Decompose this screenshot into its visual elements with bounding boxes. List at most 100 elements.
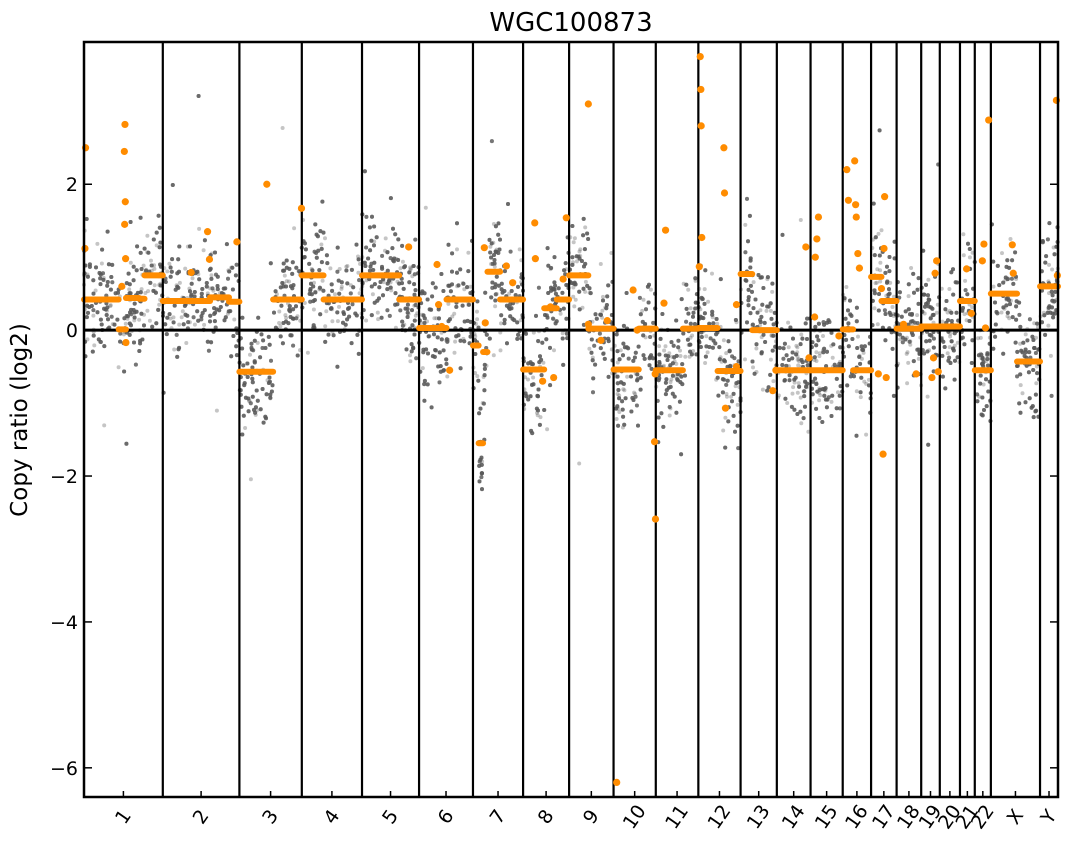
bin-point bbox=[1032, 346, 1037, 350]
bin-point bbox=[221, 286, 226, 291]
bin-point bbox=[929, 315, 934, 320]
bin-point bbox=[291, 283, 296, 288]
bin-point bbox=[558, 311, 563, 316]
bin-point bbox=[754, 342, 759, 347]
bin-point bbox=[1053, 308, 1058, 313]
bin-point bbox=[962, 312, 967, 317]
bin-point bbox=[791, 385, 796, 390]
bin-point bbox=[277, 309, 282, 314]
bin-point bbox=[915, 313, 920, 318]
bin-point bbox=[571, 294, 576, 299]
bin-point bbox=[475, 299, 480, 304]
bin-point bbox=[158, 283, 163, 288]
bin-point bbox=[834, 376, 839, 381]
bin-point bbox=[1051, 245, 1056, 250]
bin-point bbox=[668, 384, 673, 389]
bin-point bbox=[245, 361, 250, 366]
bin-point bbox=[952, 343, 957, 348]
bin-point bbox=[747, 213, 752, 218]
bin-point bbox=[279, 303, 284, 308]
bin-point bbox=[955, 280, 960, 285]
bin-point bbox=[177, 280, 182, 285]
bin-point bbox=[219, 291, 224, 296]
bin-point bbox=[335, 364, 340, 369]
bin-point bbox=[316, 248, 321, 253]
bin-point bbox=[795, 412, 800, 416]
bin-point bbox=[784, 353, 789, 358]
bin-point bbox=[641, 353, 646, 358]
bin-point bbox=[1045, 310, 1050, 315]
bin-point bbox=[1030, 404, 1035, 409]
bin-point bbox=[524, 394, 529, 399]
bin-point bbox=[380, 266, 385, 271]
bin-point bbox=[632, 390, 637, 395]
bin-point bbox=[288, 333, 293, 338]
bin-point bbox=[437, 316, 441, 321]
bin-point bbox=[849, 313, 854, 318]
bin-point bbox=[505, 341, 509, 346]
bin-point bbox=[823, 397, 828, 402]
bin-point bbox=[156, 307, 161, 312]
bin-point bbox=[280, 341, 285, 346]
bin-point bbox=[616, 388, 621, 392]
bin-point bbox=[976, 336, 980, 341]
bin-point bbox=[506, 305, 511, 310]
bin-point bbox=[208, 266, 213, 271]
bin-point bbox=[246, 409, 251, 414]
bin-point bbox=[961, 232, 966, 237]
bin-point bbox=[1047, 304, 1052, 309]
bin-point bbox=[455, 270, 459, 275]
bin-point bbox=[1013, 250, 1018, 255]
bin-point bbox=[707, 345, 712, 349]
bin-point bbox=[884, 293, 889, 298]
bin-point bbox=[91, 333, 96, 338]
bin-point bbox=[341, 320, 345, 325]
bin-point bbox=[450, 251, 455, 256]
bin-point bbox=[291, 316, 296, 321]
bin-point bbox=[408, 353, 412, 358]
bin-point bbox=[269, 389, 274, 394]
bin-point bbox=[786, 320, 791, 325]
bin-point bbox=[94, 265, 98, 270]
bin-point bbox=[625, 374, 630, 379]
bin-point bbox=[796, 381, 801, 386]
bin-point bbox=[641, 297, 646, 302]
bin-point bbox=[750, 289, 754, 294]
bin-point bbox=[326, 332, 331, 337]
bin-point bbox=[405, 302, 410, 307]
bin-point bbox=[1006, 276, 1011, 281]
bin-point bbox=[993, 300, 997, 305]
bin-point bbox=[319, 242, 324, 247]
bin-point bbox=[769, 316, 774, 321]
bin-point bbox=[369, 313, 374, 318]
bin-point bbox=[282, 273, 287, 278]
bin-point bbox=[171, 315, 176, 320]
bin-point bbox=[758, 308, 763, 313]
bin-point bbox=[465, 318, 470, 323]
bin-point bbox=[100, 247, 105, 252]
bin-point bbox=[892, 294, 896, 299]
bin-point bbox=[633, 392, 638, 396]
bin-point bbox=[830, 355, 835, 360]
bin-point bbox=[339, 284, 344, 289]
bin-point bbox=[319, 246, 324, 251]
bin-point bbox=[253, 410, 258, 415]
bin-point bbox=[169, 269, 174, 274]
bin-point bbox=[313, 289, 318, 294]
bin-point bbox=[769, 333, 774, 338]
bin-point bbox=[668, 363, 673, 368]
bin-point bbox=[615, 349, 620, 354]
bin-point bbox=[1000, 251, 1004, 256]
bin-point bbox=[768, 301, 773, 306]
bin-point bbox=[104, 313, 109, 317]
bin-point bbox=[952, 331, 957, 336]
bin-point bbox=[355, 332, 360, 337]
bin-point bbox=[673, 374, 678, 379]
bin-point bbox=[491, 240, 496, 245]
bin-point bbox=[278, 324, 283, 329]
bin-point bbox=[897, 290, 902, 295]
bin-point bbox=[112, 322, 117, 327]
bin-point bbox=[212, 319, 217, 324]
bin-point bbox=[281, 321, 286, 325]
bin-point bbox=[295, 353, 300, 358]
